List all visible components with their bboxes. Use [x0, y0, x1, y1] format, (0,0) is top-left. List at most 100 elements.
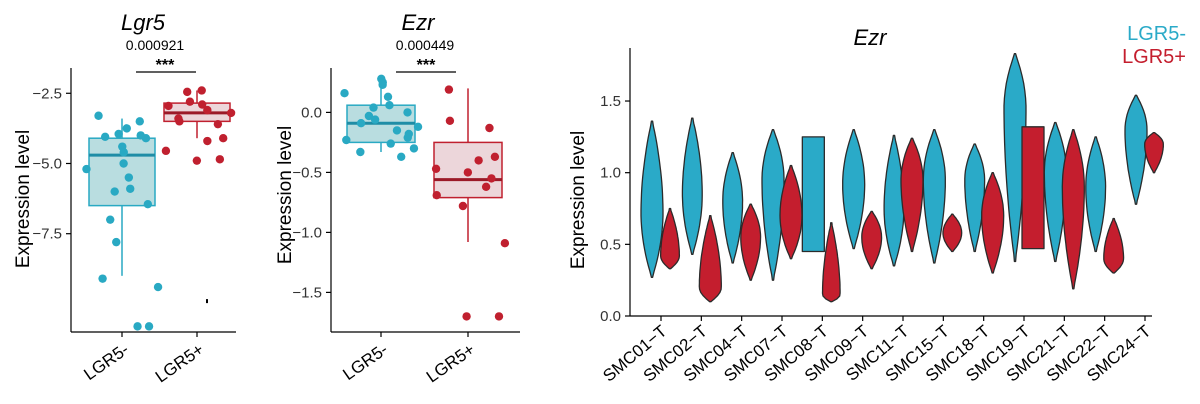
data-point [458, 201, 468, 211]
violin-lgr5-neg [681, 117, 703, 256]
data-point [164, 101, 173, 111]
y-tick-label: −7.5 [32, 226, 62, 243]
violin-lgr5-pos [1103, 217, 1125, 274]
y-tick-label: −0.5 [292, 164, 322, 181]
panel2-points [340, 74, 510, 321]
data-point [143, 200, 153, 209]
violin-lgr5-pos [1144, 131, 1164, 174]
data-point [153, 282, 163, 292]
data-point [403, 133, 412, 142]
data-point [383, 92, 393, 102]
data-point [215, 155, 225, 164]
panel2-ylabel: Expression level [275, 126, 296, 264]
data-point [364, 111, 374, 121]
panel2-y-ticks: 0.0 −0.5 −1.0 −1.5 [292, 104, 331, 301]
data-point [378, 80, 387, 90]
panel2-title: Ezr [402, 10, 437, 35]
data-point [94, 111, 103, 120]
data-point [98, 274, 107, 283]
data-point [397, 152, 406, 161]
data-point [369, 103, 378, 112]
x-tick-label: LGR5- [80, 340, 132, 384]
data-point [494, 312, 504, 321]
data-point [474, 156, 483, 165]
data-point [403, 108, 412, 117]
violin-lgr5-neg [761, 129, 785, 281]
data-point [445, 116, 455, 126]
x-tick-label: LGR5- [339, 340, 391, 384]
panel3-violins [640, 53, 1164, 303]
panel2-x-ticks: LGR5- LGR5+ [339, 332, 478, 386]
violin-lgr5-pos [659, 207, 681, 270]
data-point [385, 101, 394, 110]
panel3-legend: LGR5- LGR5+ [1122, 23, 1186, 68]
data-point [356, 147, 365, 157]
data-point [413, 122, 423, 131]
y-tick-label: −1.5 [292, 284, 322, 301]
data-point [126, 184, 135, 193]
data-point [112, 237, 121, 247]
data-point [213, 119, 223, 129]
data-point [356, 119, 366, 128]
y-tick-label: 1.5 [600, 93, 621, 110]
x-tick-label: LGR5+ [152, 340, 207, 387]
panel2-pvalue: 0.000449 [396, 37, 455, 53]
data-point [386, 139, 395, 148]
data-point [175, 117, 184, 126]
violin-lgr5-pos [821, 222, 841, 303]
data-point [340, 89, 349, 98]
data-point [185, 97, 195, 106]
violin-lgr5-pos [900, 137, 924, 253]
data-point [133, 322, 142, 331]
data-point [136, 131, 145, 140]
data-point [82, 164, 91, 174]
panel1-title: Lgr5 [121, 10, 166, 35]
x-tick-label: LGR5+ [423, 340, 478, 387]
data-point [370, 115, 380, 124]
data-point [342, 135, 351, 145]
y-tick-label: 0.5 [600, 236, 621, 253]
data-point [114, 129, 123, 139]
data-point [490, 152, 500, 161]
violin-lgr5-neg [1003, 53, 1027, 263]
data-point [192, 156, 202, 165]
y-tick-label: 0.0 [600, 308, 621, 325]
data-point [487, 174, 496, 183]
panel1-points [82, 86, 236, 331]
y-tick-label: 1.0 [600, 165, 621, 182]
y-tick-label: −2.5 [32, 85, 62, 102]
data-point [119, 159, 128, 168]
data-point [144, 322, 154, 331]
y-tick-label: −1.0 [292, 224, 322, 241]
data-point [203, 105, 212, 115]
data-point [500, 239, 510, 248]
data-point [161, 146, 171, 156]
data-point [183, 87, 192, 97]
y-tick-label: 0.0 [301, 104, 322, 121]
violin-lgr5-pos [981, 172, 1005, 274]
data-point [409, 144, 419, 153]
violin-lgr5-pos [1021, 126, 1045, 250]
panel-ezr-boxplot: Ezr 0.000449 *** Expression level 0.0 −0.… [275, 10, 520, 386]
panel1-y-ticks: −2.5 −5.0 −7.5 [32, 85, 71, 243]
data-point [135, 117, 144, 126]
violin-lgr5-pos [1061, 129, 1085, 290]
data-point [203, 136, 212, 146]
panel3-y-ticks: 0.0 0.5 1.0 1.5 [600, 93, 630, 325]
legend-lgr5-neg: LGR5- [1127, 23, 1186, 45]
data-point [124, 173, 134, 182]
violin-lgr5-neg [1085, 136, 1107, 253]
violin-lgr5-neg [883, 134, 905, 267]
data-point [226, 108, 236, 118]
violin-lgr5-neg [801, 136, 825, 253]
data-point [462, 312, 471, 321]
data-point [431, 164, 441, 173]
panel3-title: Ezr [854, 25, 889, 50]
violin-lgr5-neg [842, 129, 866, 250]
panel-lgr5-boxplot: Lgr5 0.000921 *** Expression level −2.5−… [13, 10, 236, 386]
data-point [110, 187, 119, 196]
data-point [106, 215, 115, 224]
panel3-x-ticks: SMC01−TSMC02−TSMC04−TSMC07−TSMC08−TSMC09… [599, 316, 1155, 386]
violin-lgr5-pos [861, 210, 883, 270]
